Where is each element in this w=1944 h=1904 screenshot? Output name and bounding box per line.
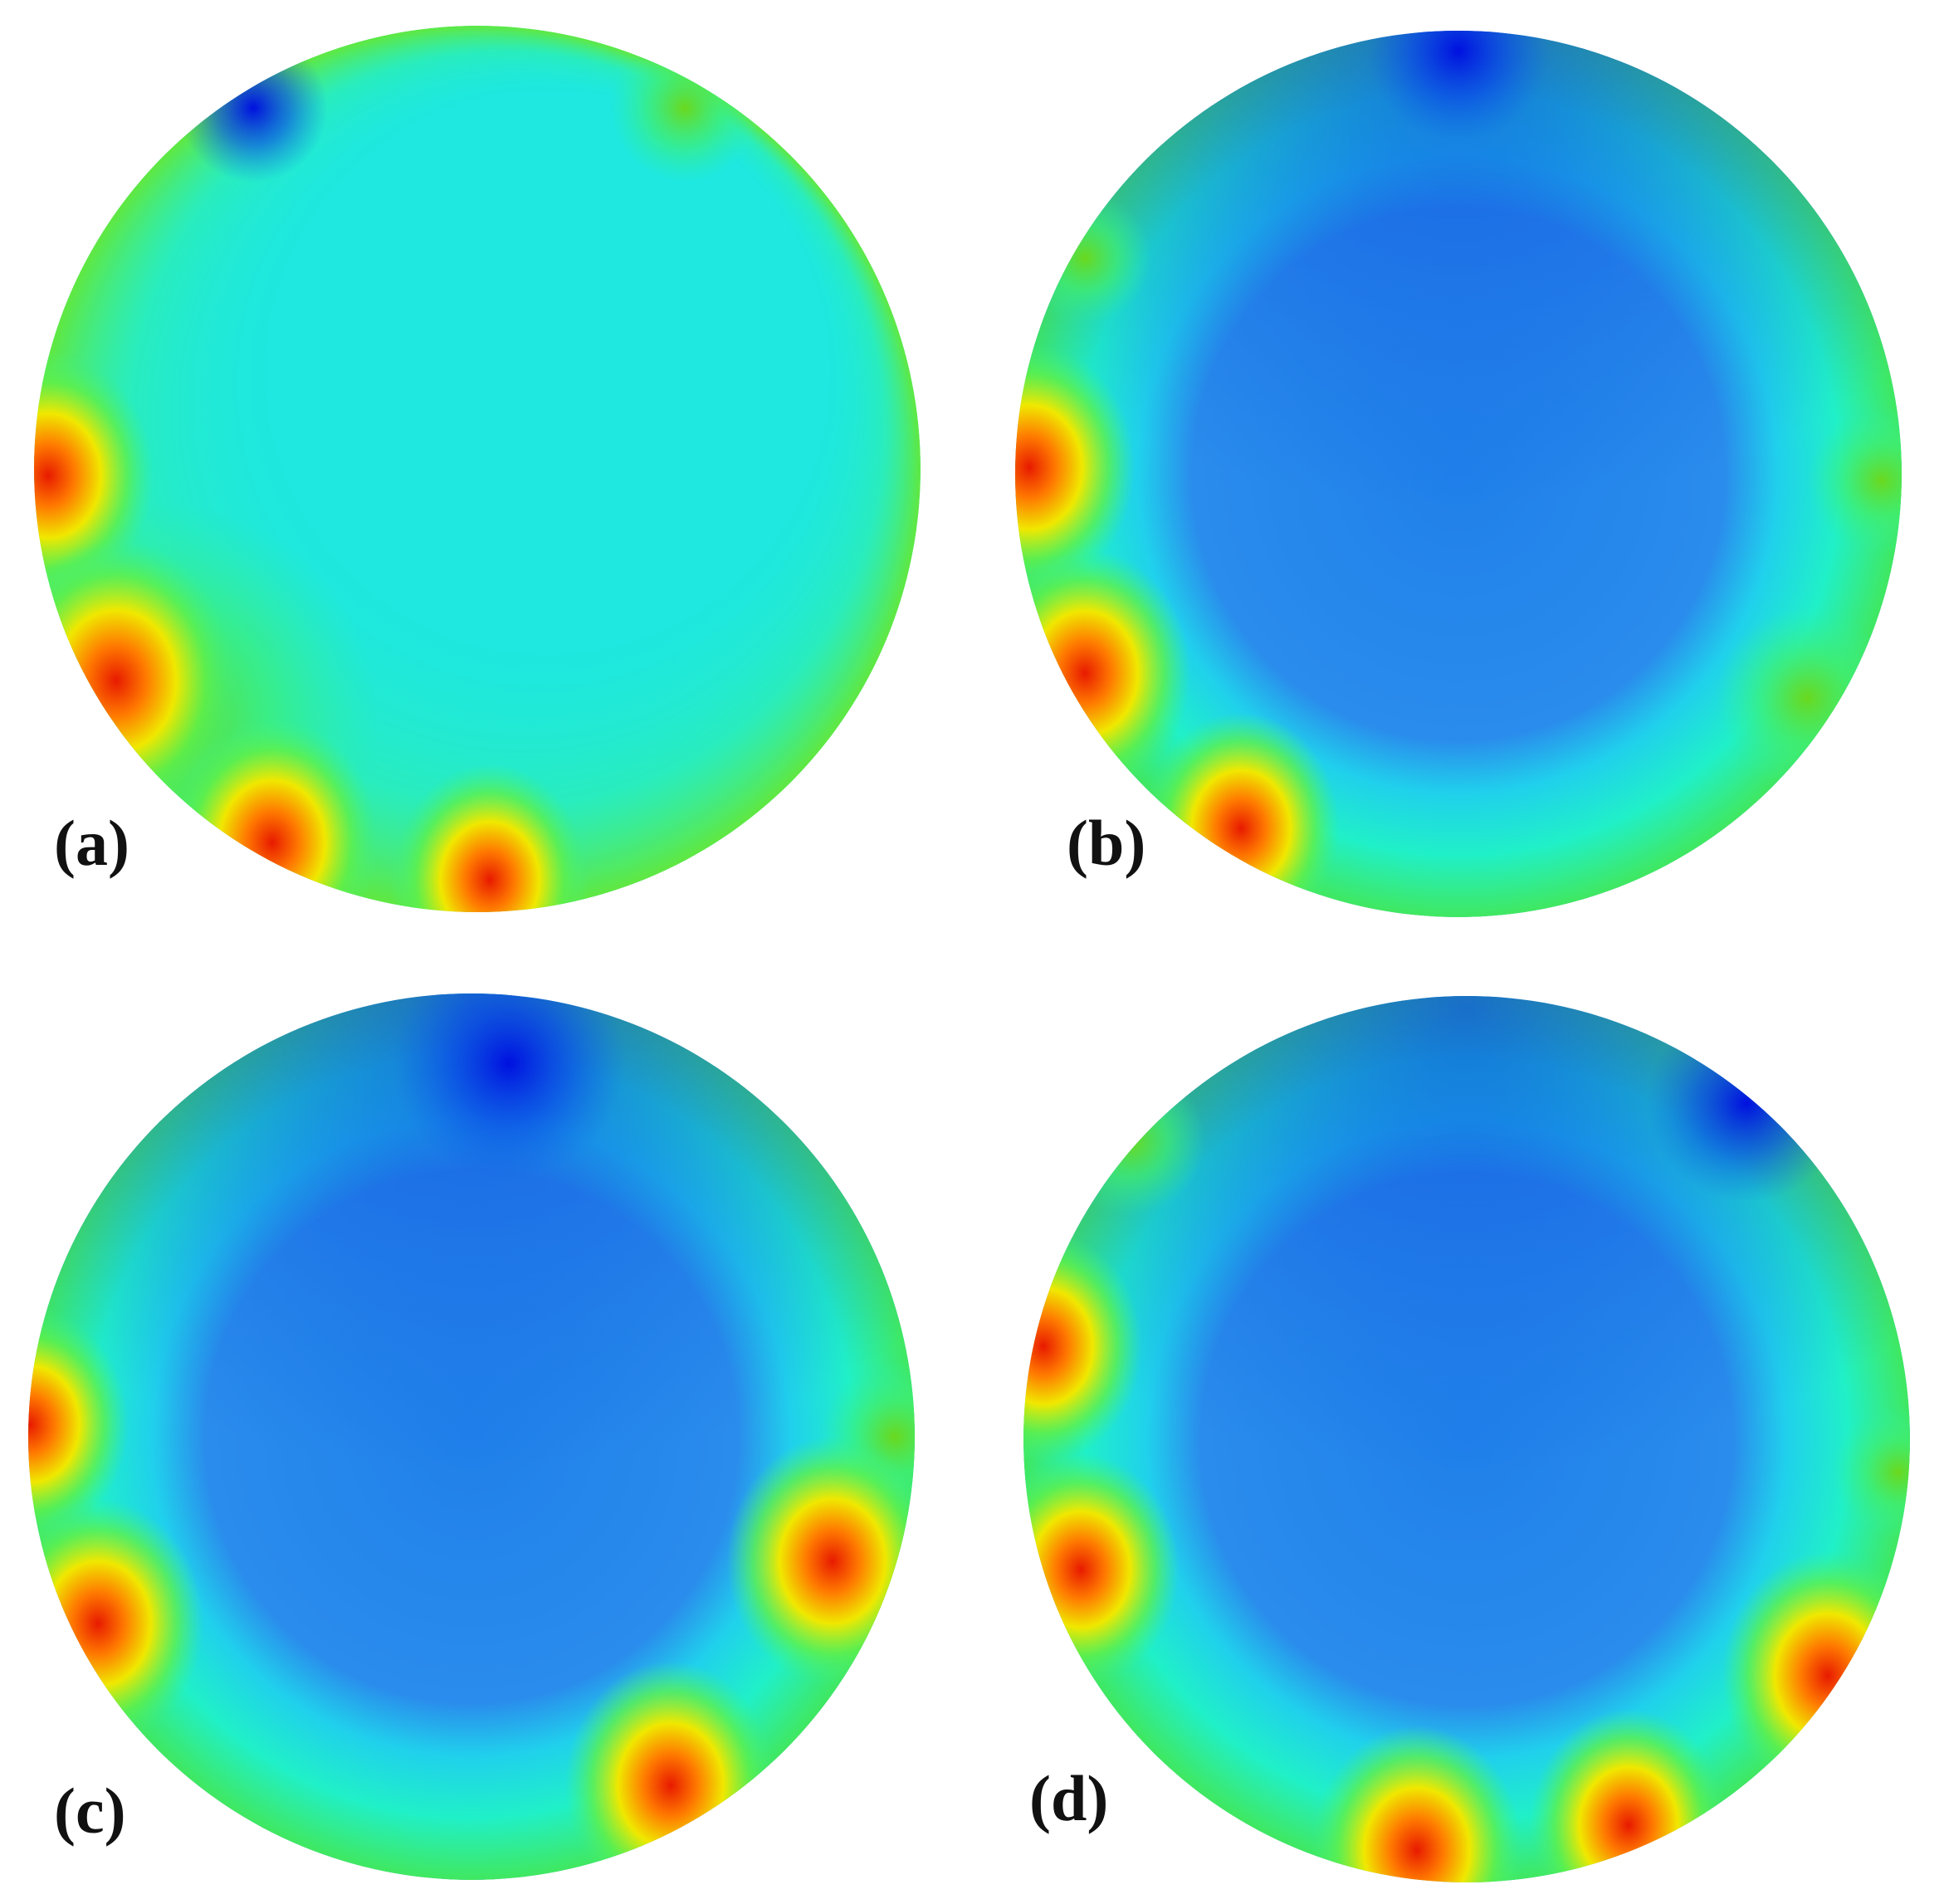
heatmap-dark-spot (178, 33, 328, 183)
heatmap-top (28, 993, 915, 1603)
heatmap-hot-spot (28, 1308, 129, 1540)
heatmap-hot-spot (1023, 1230, 1142, 1462)
heatmap (1023, 996, 1910, 1882)
heatmap (34, 26, 921, 912)
panel-label: (a) (54, 807, 129, 879)
heatmap-hot-spot (564, 1661, 777, 1880)
heatmap (28, 993, 915, 1880)
heatmap-hot-spot (1722, 1551, 1910, 1800)
heatmap-green-spot (610, 33, 760, 183)
heatmap-hot-spot (28, 1499, 204, 1748)
heatmap-hot-spot (1311, 1726, 1523, 1882)
heatmap-green-spot (1056, 1066, 1205, 1215)
heatmap-hot-spot (166, 718, 379, 912)
heatmap-hot-spot (391, 764, 589, 912)
heatmap-green-spot (1832, 1406, 1910, 1539)
heatmap-dark-spot (393, 993, 625, 1179)
panel-label: (b) (1067, 807, 1145, 879)
panel-label: (d) (1029, 1762, 1108, 1834)
heatmap-dark-spot (1647, 1003, 1846, 1203)
heatmap-green-spot (1807, 406, 1902, 555)
heatmap (1015, 31, 1902, 917)
heatmap-hot-spot (1142, 712, 1340, 917)
heatmap-hot-spot (1530, 1709, 1727, 1882)
heatmap-green-spot (1018, 192, 1151, 325)
heatmap-hot-spot (1023, 1453, 1180, 1686)
panel-label: (c) (54, 1775, 126, 1847)
heatmap-hot-spot (726, 1437, 915, 1686)
heatmap-hot-spot (1015, 343, 1136, 592)
heatmap-top (1015, 31, 1902, 640)
heatmap-green-spot (1716, 607, 1898, 789)
heatmap-hot-spot (34, 351, 154, 600)
heatmap-hot-spot (1015, 549, 1191, 798)
heatmap-dark-spot (1367, 31, 1550, 142)
